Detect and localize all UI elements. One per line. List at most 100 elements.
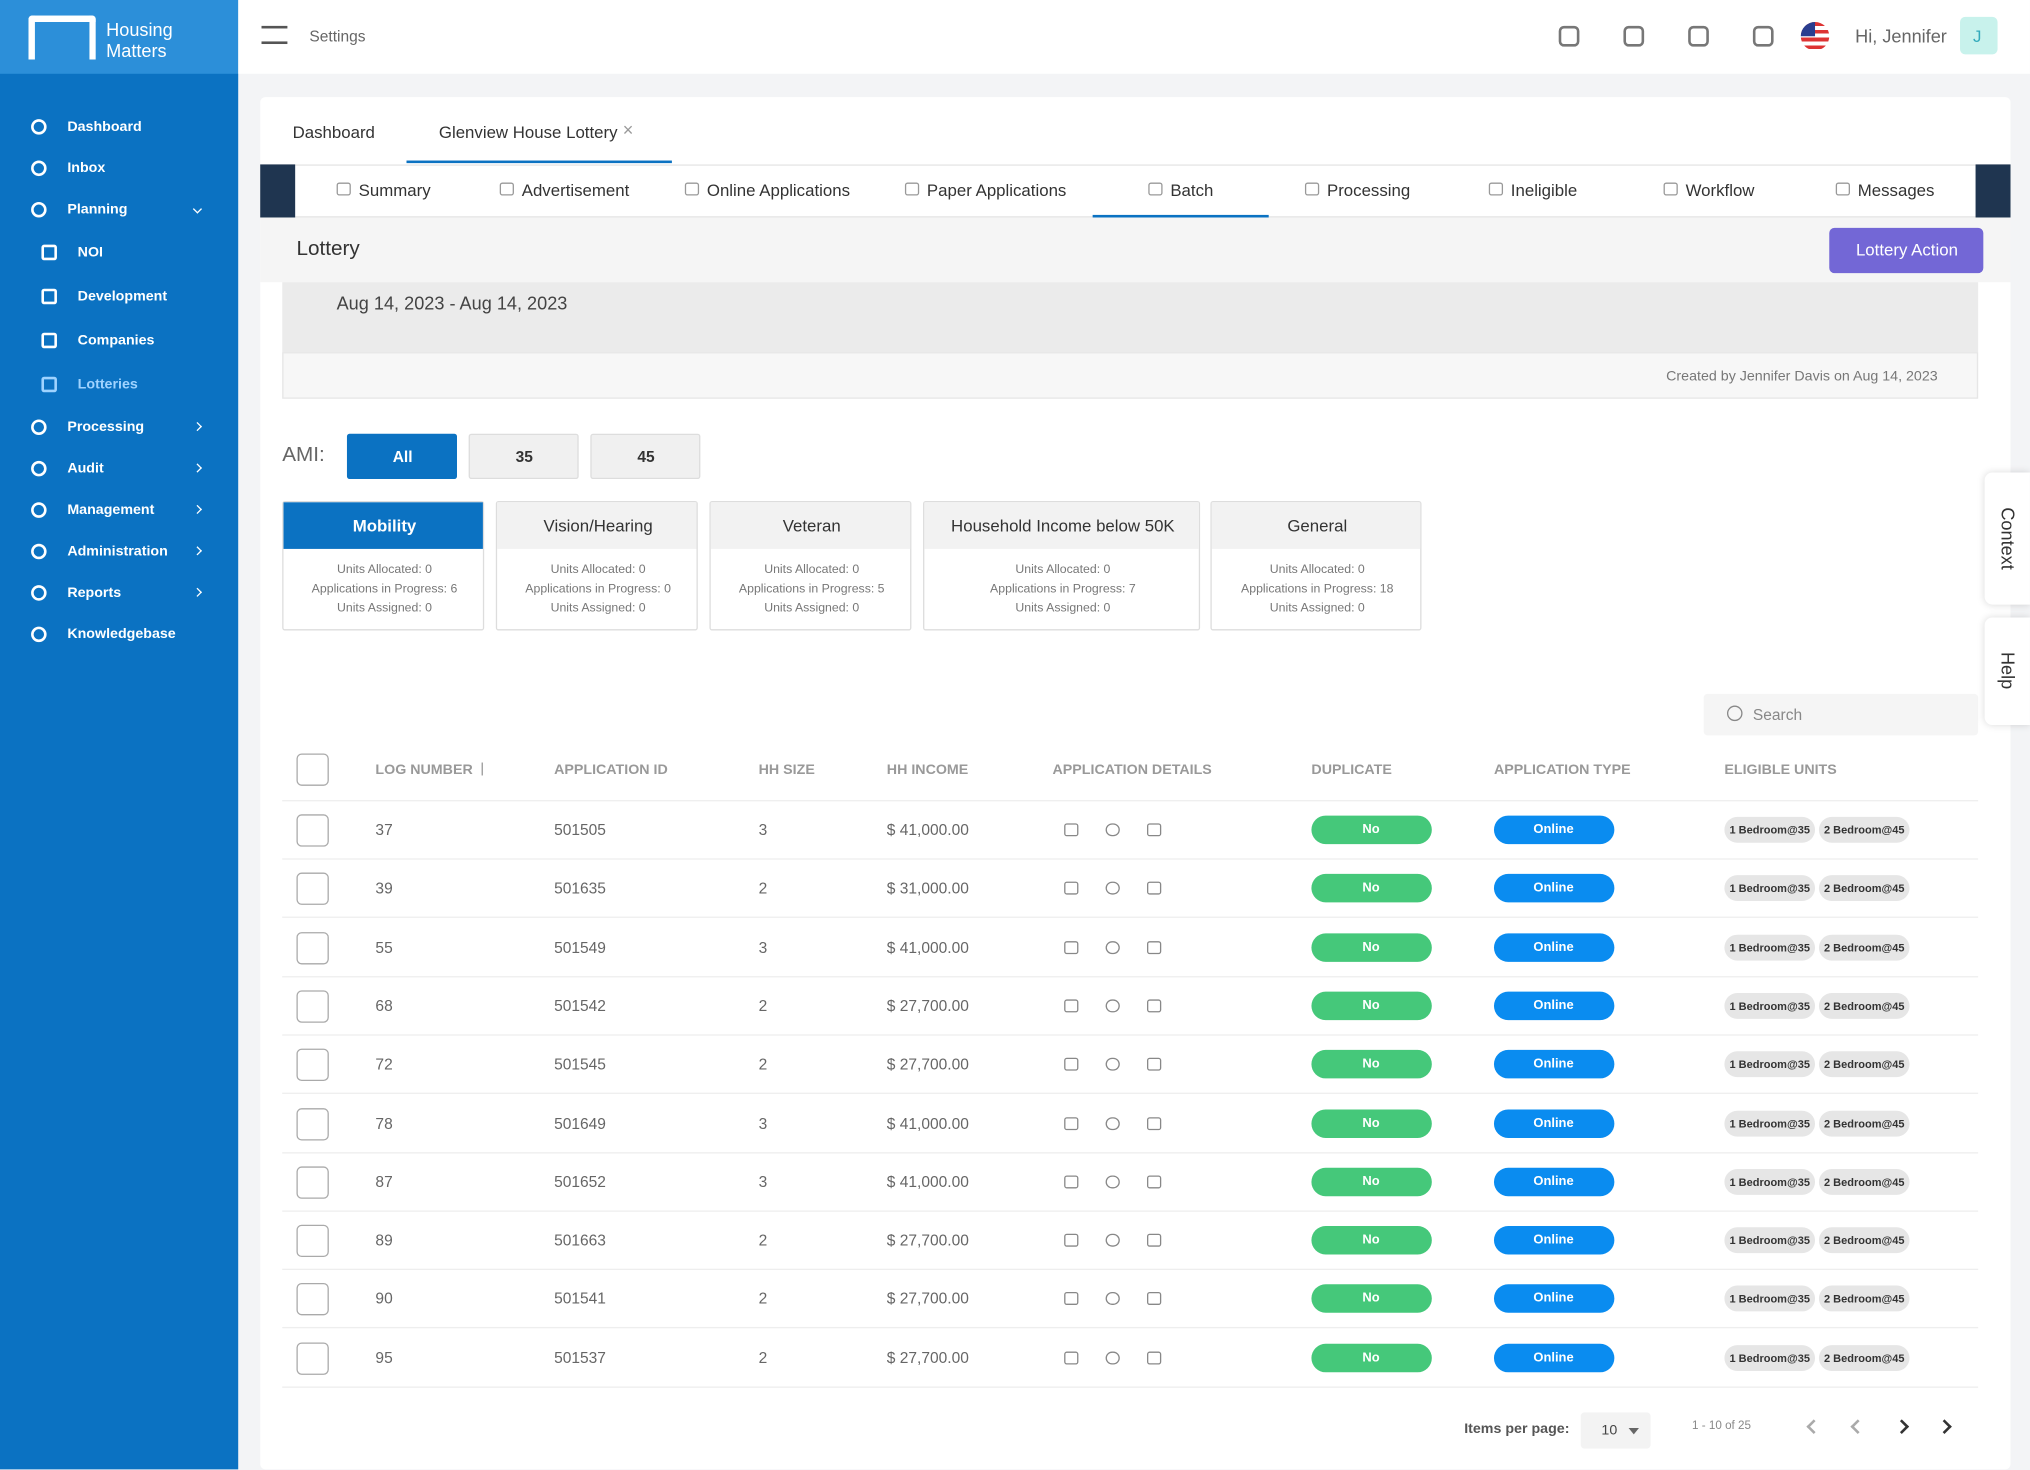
- nav-item[interactable]: Lotteries: [78, 377, 138, 393]
- row-checkbox[interactable]: [296, 1108, 328, 1140]
- scroll-left[interactable]: [260, 164, 295, 217]
- nav-icon[interactable]: [31, 119, 47, 135]
- nav-item[interactable]: Inbox: [67, 161, 105, 177]
- nav-item[interactable]: Administration: [67, 544, 167, 560]
- nav-icon[interactable]: [31, 419, 47, 435]
- detail-icon[interactable]: [1147, 999, 1161, 1012]
- row-checkbox[interactable]: [296, 1049, 328, 1081]
- detail-icon[interactable]: [1064, 823, 1078, 836]
- ami-button[interactable]: 35: [469, 434, 579, 479]
- detail-icon[interactable]: [1147, 1117, 1161, 1130]
- ami-button[interactable]: All: [347, 434, 457, 479]
- row-checkbox[interactable]: [296, 1283, 328, 1315]
- nav-item[interactable]: Processing: [67, 419, 144, 435]
- tab-close[interactable]: ×: [623, 123, 636, 136]
- scroll-right[interactable]: [1976, 164, 2011, 217]
- detail-icon[interactable]: [1106, 1175, 1120, 1188]
- preference-card[interactable]: VeteranUnits Allocated: 0Applications in…: [709, 501, 911, 630]
- subtab[interactable]: Paper Applications: [927, 181, 1066, 200]
- tab[interactable]: Glenview House Lottery: [439, 122, 618, 141]
- top-icon[interactable]: [1753, 26, 1774, 47]
- top-icon[interactable]: [1623, 26, 1644, 47]
- detail-icon[interactable]: [1064, 1117, 1078, 1130]
- detail-icon[interactable]: [1106, 1293, 1120, 1306]
- detail-icon[interactable]: [1064, 1351, 1078, 1364]
- detail-icon[interactable]: [1106, 823, 1120, 836]
- row-checkbox[interactable]: [296, 1225, 328, 1257]
- preference-card[interactable]: Household Income below 50KUnits Allocate…: [923, 501, 1200, 630]
- detail-icon[interactable]: [1106, 1058, 1120, 1071]
- nav-item[interactable]: Audit: [67, 461, 103, 477]
- nav-icon[interactable]: [41, 289, 57, 305]
- nav-icon[interactable]: [31, 627, 47, 643]
- detail-icon[interactable]: [1147, 941, 1161, 954]
- detail-icon[interactable]: [1147, 1293, 1161, 1306]
- header-checkbox[interactable]: [296, 753, 328, 785]
- detail-icon[interactable]: [1147, 823, 1161, 836]
- nav-item[interactable]: Planning: [67, 202, 127, 218]
- subtab[interactable]: Advertisement: [522, 181, 630, 200]
- nav-item[interactable]: Management: [67, 502, 154, 518]
- row-checkbox[interactable]: [296, 932, 328, 964]
- nav-icon[interactable]: [31, 502, 47, 518]
- nav-item[interactable]: Companies: [78, 333, 155, 349]
- side-tab[interactable]: Help: [1985, 618, 2030, 725]
- subtab[interactable]: Ineligible: [1511, 181, 1577, 200]
- nav-item[interactable]: Knowledgebase: [67, 627, 175, 643]
- page-nav[interactable]: [1937, 1419, 1952, 1434]
- row-checkbox[interactable]: [296, 814, 328, 846]
- detail-icon[interactable]: [1106, 1117, 1120, 1130]
- nav-icon[interactable]: [41, 245, 57, 261]
- detail-icon[interactable]: [1147, 1234, 1161, 1247]
- tab[interactable]: Dashboard: [293, 122, 375, 141]
- avatar[interactable]: J: [1960, 17, 1998, 55]
- row-checkbox[interactable]: [296, 990, 328, 1022]
- ami-button[interactable]: 45: [590, 434, 700, 479]
- detail-icon[interactable]: [1106, 941, 1120, 954]
- settings-menu[interactable]: Settings: [309, 27, 365, 45]
- page-nav[interactable]: [1850, 1419, 1865, 1434]
- nav-item[interactable]: NOI: [78, 245, 103, 261]
- nav-icon[interactable]: [31, 585, 47, 601]
- detail-icon[interactable]: [1147, 1058, 1161, 1071]
- nav-icon[interactable]: [31, 544, 47, 560]
- nav-icon[interactable]: [31, 461, 47, 477]
- detail-icon[interactable]: [1106, 999, 1120, 1012]
- detail-icon[interactable]: [1064, 1293, 1078, 1306]
- nav-item[interactable]: Development: [78, 289, 167, 305]
- detail-icon[interactable]: [1064, 999, 1078, 1012]
- nav-icon[interactable]: [31, 202, 47, 218]
- preference-card[interactable]: MobilityUnits Allocated: 0Applications i…: [282, 501, 484, 630]
- detail-icon[interactable]: [1106, 1351, 1120, 1364]
- row-checkbox[interactable]: [296, 1166, 328, 1198]
- nav-icon[interactable]: [31, 161, 47, 177]
- subtab[interactable]: Workflow: [1686, 181, 1755, 200]
- detail-icon[interactable]: [1064, 882, 1078, 895]
- detail-icon[interactable]: [1106, 882, 1120, 895]
- detail-icon[interactable]: [1064, 1175, 1078, 1188]
- side-tab[interactable]: Context: [1985, 473, 2030, 605]
- menu-icon[interactable]: [262, 26, 288, 44]
- top-icon[interactable]: [1688, 26, 1709, 47]
- column-header[interactable]: LOG NUMBER: [375, 763, 472, 779]
- subtab[interactable]: Summary: [359, 181, 431, 200]
- preference-card[interactable]: Vision/HearingUnits Allocated: 0Applicat…: [496, 501, 698, 630]
- subtab[interactable]: Messages: [1858, 181, 1935, 200]
- page-nav[interactable]: [1806, 1419, 1821, 1434]
- nav-item[interactable]: Dashboard: [67, 119, 141, 135]
- detail-icon[interactable]: [1147, 1351, 1161, 1364]
- detail-icon[interactable]: [1064, 1234, 1078, 1247]
- detail-icon[interactable]: [1064, 941, 1078, 954]
- nav-item[interactable]: Reports: [67, 585, 121, 601]
- page-size-select[interactable]: 10: [1581, 1412, 1651, 1448]
- lottery-action-button[interactable]: Lottery Action: [1829, 228, 1983, 273]
- subtab[interactable]: Processing: [1327, 181, 1410, 200]
- subtab[interactable]: Batch: [1170, 181, 1213, 200]
- row-checkbox[interactable]: [296, 873, 328, 905]
- nav-icon[interactable]: [41, 377, 57, 393]
- row-checkbox[interactable]: [296, 1342, 328, 1374]
- subtab[interactable]: Online Applications: [707, 181, 850, 200]
- top-icon[interactable]: [1559, 26, 1580, 47]
- detail-icon[interactable]: [1147, 882, 1161, 895]
- detail-icon[interactable]: [1064, 1058, 1078, 1071]
